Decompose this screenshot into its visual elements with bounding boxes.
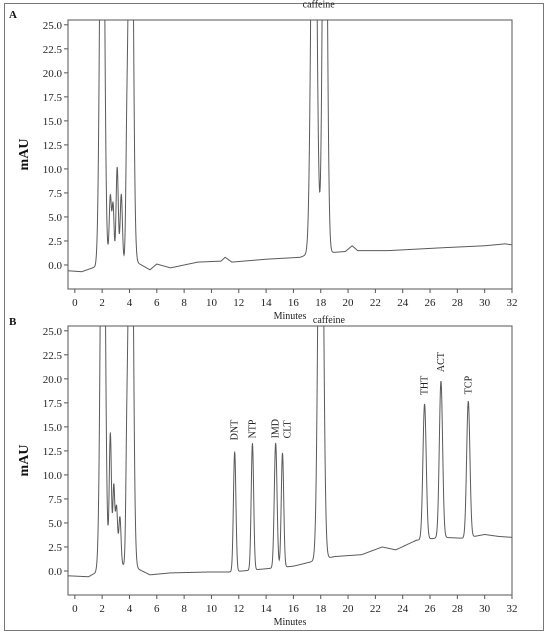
x-tick-label: 2 <box>99 297 105 309</box>
panel-letter: A <box>9 9 17 21</box>
y-tick-label: 12.5 <box>43 140 63 152</box>
y-tick-label: 2.5 <box>48 542 62 554</box>
y-tick-label: 2.5 <box>48 236 62 248</box>
x-tick-label: 16 <box>288 297 300 309</box>
y-tick-label: 25.0 <box>43 20 63 32</box>
peak-label: DNT <box>230 420 241 441</box>
y-tick-label: 22.5 <box>43 44 63 56</box>
x-tick-label: 22 <box>370 603 381 615</box>
x-tick-label: 20 <box>343 603 355 615</box>
x-tick-label: 30 <box>479 603 491 615</box>
plot-area <box>67 325 513 596</box>
x-tick-label: 8 <box>181 297 187 309</box>
chart-panel-a: A 0.0 2.5 5.0 7.5 10.0 12.5 15.0 17.5 20.0 22.5 25.… <box>9 0 518 322</box>
x-tick-label: 28 <box>452 603 464 615</box>
x-tick-label: 14 <box>261 297 273 309</box>
y-tick-label: 22.5 <box>43 350 63 362</box>
x-tick-label: 28 <box>452 297 464 309</box>
peak-label: IMD <box>271 419 282 438</box>
x-tick-label: 24 <box>397 603 409 615</box>
y-tick-label: 12.5 <box>43 446 63 458</box>
figure-frame <box>4 3 544 631</box>
x-tick-label: 2 <box>99 603 105 615</box>
x-tick-label: 4 <box>127 297 133 309</box>
y-tick-label: 5.0 <box>48 212 62 224</box>
y-tick-label: 10.0 <box>43 164 63 176</box>
y-tick-label: 20.0 <box>43 68 63 80</box>
y-tick-label: 17.5 <box>43 92 63 104</box>
x-axis-label: Minutes <box>274 617 307 628</box>
x-tick-label: 6 <box>154 297 160 309</box>
y-tick-label: 7.5 <box>48 494 62 506</box>
y-tick-label: 25.0 <box>43 326 63 338</box>
x-tick-label: 22 <box>370 297 381 309</box>
y-axis-label: mAU <box>17 139 32 171</box>
y-tick-label: 15.0 <box>43 116 63 128</box>
y-tick-label: 5.0 <box>48 518 62 530</box>
y-tick-label: 10.0 <box>43 470 63 482</box>
x-tick-label: 8 <box>181 603 187 615</box>
x-tick-label: 0 <box>72 603 78 615</box>
y-tick-label: 0.0 <box>48 260 62 272</box>
plot-area <box>67 19 513 290</box>
x-tick-label: 16 <box>288 603 300 615</box>
panel-letter: B <box>9 316 17 328</box>
x-tick-label: 14 <box>261 603 273 615</box>
peak-label: CLT <box>282 420 293 438</box>
peak-label: NTP <box>247 419 258 438</box>
x-tick-label: 0 <box>72 297 78 309</box>
x-tick-label: 12 <box>233 297 244 309</box>
chart-panel-b: B 0.0 2.5 5.0 7.5 10.0 12.5 15.0 17.5 20.0 22.5 25.… <box>9 315 518 628</box>
peak-label: caffeine <box>303 0 336 11</box>
x-tick-label: 30 <box>479 297 491 309</box>
x-tick-label: 32 <box>507 297 518 309</box>
x-tick-label: 24 <box>397 297 409 309</box>
y-tick-label: 0.0 <box>48 566 62 578</box>
x-tick-label: 18 <box>315 603 327 615</box>
x-tick-label: 6 <box>154 603 160 615</box>
y-tick-label: 20.0 <box>43 374 63 386</box>
chromatogram-trace <box>68 326 512 578</box>
peak-label: THT <box>420 376 431 395</box>
x-tick-label: 4 <box>127 603 133 615</box>
x-tick-label: 12 <box>233 603 244 615</box>
y-tick-label: 7.5 <box>48 188 62 200</box>
x-tick-label: 10 <box>206 603 218 615</box>
x-tick-label: 18 <box>315 297 327 309</box>
x-tick-label: 32 <box>507 603 518 615</box>
peak-label: TCP <box>463 375 474 394</box>
x-axis-label: Minutes <box>274 311 307 322</box>
chromatogram-trace <box>68 20 512 273</box>
y-axis-label: mAU <box>17 445 32 477</box>
x-tick-label: 26 <box>425 603 437 615</box>
y-tick-label: 15.0 <box>43 422 63 434</box>
y-tick-label: 17.5 <box>43 398 63 410</box>
x-tick-label: 26 <box>425 297 437 309</box>
peak-label: ACT <box>436 352 447 372</box>
x-tick-label: 10 <box>206 297 218 309</box>
peak-label: caffeine <box>313 315 346 326</box>
x-tick-label: 20 <box>343 297 355 309</box>
